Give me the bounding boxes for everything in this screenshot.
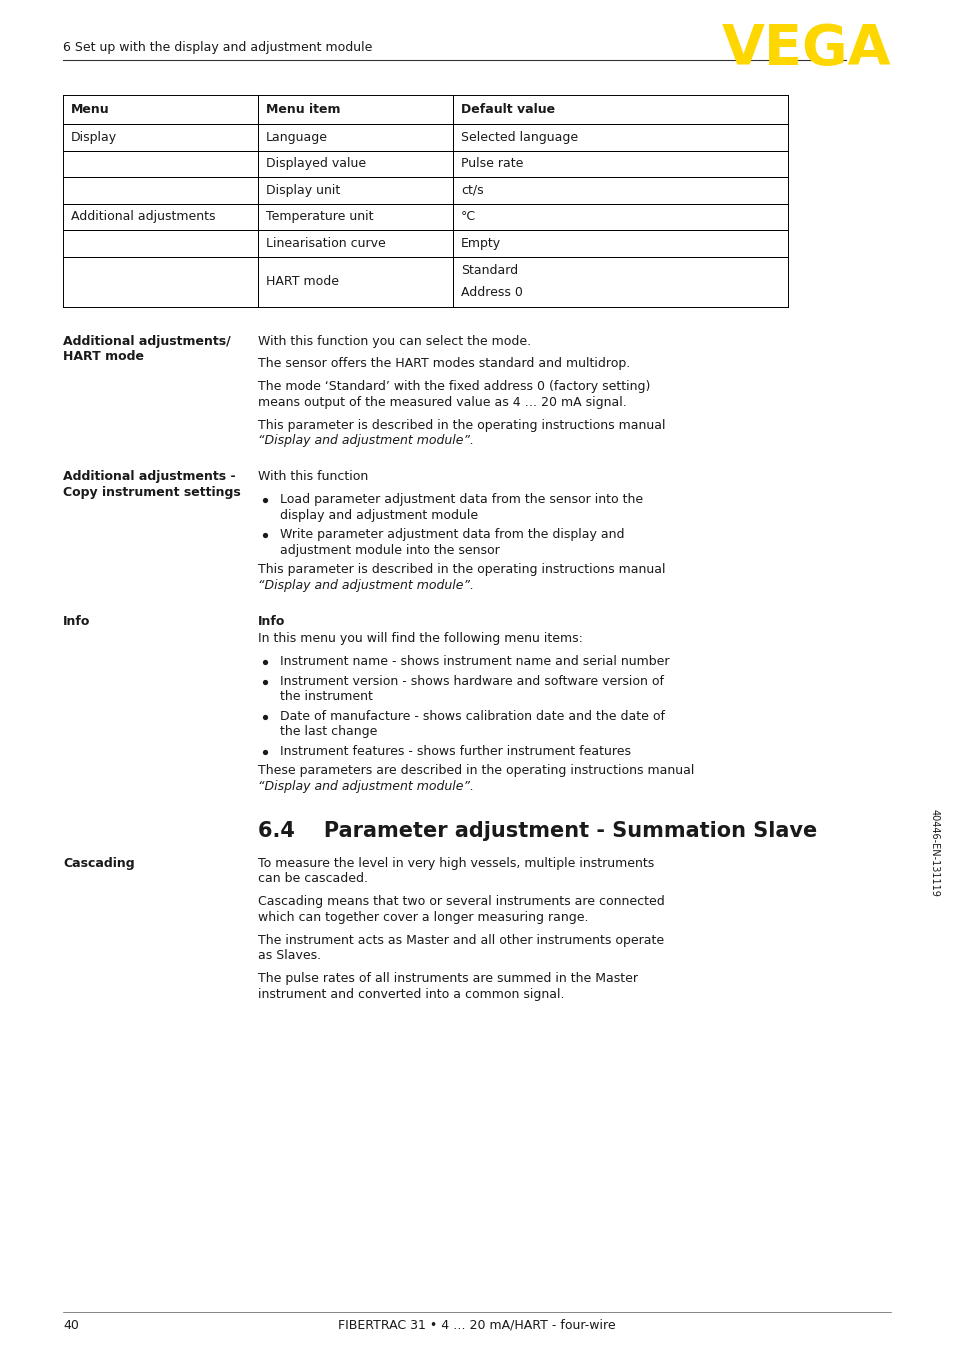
Text: Instrument version - shows hardware and software version of: Instrument version - shows hardware and … bbox=[280, 676, 663, 688]
Text: This parameter is described in the operating instructions manual: This parameter is described in the opera… bbox=[257, 418, 665, 432]
Text: Date of manufacture - shows calibration date and the date of: Date of manufacture - shows calibration … bbox=[280, 709, 664, 723]
Text: display and adjustment module: display and adjustment module bbox=[280, 509, 477, 523]
Text: Selected language: Selected language bbox=[460, 131, 578, 144]
Text: FIBERTRAC 31 • 4 … 20 mA/HART - four-wire: FIBERTRAC 31 • 4 … 20 mA/HART - four-wir… bbox=[337, 1319, 616, 1332]
Text: With this function you can select the mode.: With this function you can select the mo… bbox=[257, 334, 531, 348]
Text: Additional adjustments: Additional adjustments bbox=[71, 210, 215, 223]
Text: 6.4    Parameter adjustment - Summation Slave: 6.4 Parameter adjustment - Summation Sla… bbox=[257, 821, 817, 841]
Text: This parameter is described in the operating instructions manual: This parameter is described in the opera… bbox=[257, 563, 665, 577]
Text: “Display and adjustment module”.: “Display and adjustment module”. bbox=[257, 435, 474, 448]
Text: the last change: the last change bbox=[280, 726, 377, 738]
Text: 40446-EN-131119: 40446-EN-131119 bbox=[929, 810, 939, 896]
Text: Copy instrument settings: Copy instrument settings bbox=[63, 486, 240, 500]
Text: which can together cover a longer measuring range.: which can together cover a longer measur… bbox=[257, 911, 588, 923]
Text: adjustment module into the sensor: adjustment module into the sensor bbox=[280, 544, 499, 556]
Text: Load parameter adjustment data from the sensor into the: Load parameter adjustment data from the … bbox=[280, 493, 642, 506]
Text: Displayed value: Displayed value bbox=[266, 157, 366, 171]
Text: the instrument: the instrument bbox=[280, 691, 373, 704]
Text: To measure the level in very high vessels, multiple instruments: To measure the level in very high vessel… bbox=[257, 857, 654, 871]
Text: Default value: Default value bbox=[460, 103, 555, 116]
Text: Menu item: Menu item bbox=[266, 103, 340, 116]
Text: Display: Display bbox=[71, 131, 117, 144]
Text: Instrument features - shows further instrument features: Instrument features - shows further inst… bbox=[280, 745, 630, 758]
Text: 6 Set up with the display and adjustment module: 6 Set up with the display and adjustment… bbox=[63, 41, 372, 54]
Text: Additional adjustments/: Additional adjustments/ bbox=[63, 334, 231, 348]
Text: Linearisation curve: Linearisation curve bbox=[266, 237, 385, 249]
Text: Additional adjustments -: Additional adjustments - bbox=[63, 470, 235, 483]
Text: Cascading: Cascading bbox=[63, 857, 134, 871]
Text: Pulse rate: Pulse rate bbox=[460, 157, 523, 171]
Text: 40: 40 bbox=[63, 1319, 79, 1332]
Text: Display unit: Display unit bbox=[266, 184, 340, 196]
Text: means output of the measured value as 4 … 20 mA signal.: means output of the measured value as 4 … bbox=[257, 395, 626, 409]
Text: instrument and converted into a common signal.: instrument and converted into a common s… bbox=[257, 988, 564, 1001]
Text: Instrument name - shows instrument name and serial number: Instrument name - shows instrument name … bbox=[280, 655, 669, 669]
Text: Info: Info bbox=[257, 615, 285, 628]
Text: Cascading means that two or several instruments are connected: Cascading means that two or several inst… bbox=[257, 895, 664, 909]
Text: The instrument acts as Master and all other instruments operate: The instrument acts as Master and all ot… bbox=[257, 934, 663, 946]
Text: Info: Info bbox=[63, 615, 91, 628]
Text: The sensor offers the HART modes standard and multidrop.: The sensor offers the HART modes standar… bbox=[257, 357, 630, 371]
Text: ct/s: ct/s bbox=[460, 184, 483, 196]
Text: With this function: With this function bbox=[257, 470, 368, 483]
Text: Menu: Menu bbox=[71, 103, 110, 116]
Text: as Slaves.: as Slaves. bbox=[257, 949, 321, 963]
Text: Address 0: Address 0 bbox=[460, 286, 522, 299]
Text: °C: °C bbox=[460, 210, 476, 223]
Text: The pulse rates of all instruments are summed in the Master: The pulse rates of all instruments are s… bbox=[257, 972, 638, 986]
Text: These parameters are described in the operating instructions manual: These parameters are described in the op… bbox=[257, 765, 694, 777]
Text: “Display and adjustment module”.: “Display and adjustment module”. bbox=[257, 780, 474, 793]
Text: can be cascaded.: can be cascaded. bbox=[257, 872, 368, 886]
Text: HART mode: HART mode bbox=[63, 349, 144, 363]
Text: VEGA: VEGA bbox=[720, 22, 890, 76]
Text: Empty: Empty bbox=[460, 237, 500, 249]
Text: Write parameter adjustment data from the display and: Write parameter adjustment data from the… bbox=[280, 528, 624, 542]
Text: In this menu you will find the following menu items:: In this menu you will find the following… bbox=[257, 632, 582, 646]
Text: Temperature unit: Temperature unit bbox=[266, 210, 374, 223]
Text: HART mode: HART mode bbox=[266, 275, 338, 288]
Text: Standard: Standard bbox=[460, 264, 517, 278]
Text: Language: Language bbox=[266, 131, 328, 144]
Text: The mode ‘Standard’ with the fixed address 0 (factory setting): The mode ‘Standard’ with the fixed addre… bbox=[257, 380, 650, 394]
Text: “Display and adjustment module”.: “Display and adjustment module”. bbox=[257, 580, 474, 592]
